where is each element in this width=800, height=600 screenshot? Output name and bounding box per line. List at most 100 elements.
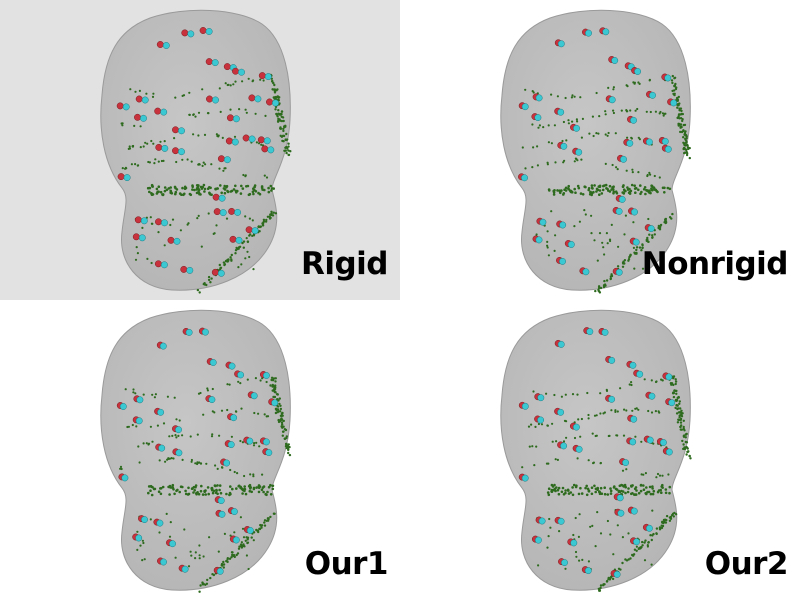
contour-point <box>609 489 613 493</box>
contour-point <box>267 190 271 194</box>
contour-point <box>602 584 605 587</box>
contour-point <box>165 188 169 192</box>
contour-point <box>672 92 675 96</box>
contour-point <box>628 255 631 259</box>
contour-point <box>554 458 557 461</box>
cyan-marker-icon <box>521 474 529 482</box>
contour-point <box>229 468 232 472</box>
cyan-marker-icon <box>227 441 235 449</box>
contour-point <box>157 185 161 188</box>
contour-point <box>617 490 621 493</box>
contour-point <box>573 160 576 163</box>
contour-point <box>276 405 280 408</box>
cyan-marker-icon <box>560 442 568 450</box>
contour-point <box>602 184 605 188</box>
cyan-marker-icon <box>162 42 170 49</box>
contour-point <box>191 185 194 188</box>
contour-point <box>660 526 664 530</box>
contour-point <box>190 458 193 462</box>
contour-point <box>141 559 144 562</box>
cyan-marker-icon <box>262 438 270 446</box>
contour-point <box>211 573 214 576</box>
contour-point <box>661 379 664 382</box>
cyan-marker-icon <box>173 237 181 245</box>
contour-point <box>521 466 524 469</box>
contour-point <box>624 491 627 495</box>
red-marker-icon <box>135 95 143 103</box>
contour-point <box>119 465 123 468</box>
contour-point <box>591 432 594 435</box>
contour-point <box>216 484 219 487</box>
cyan-marker-icon <box>616 494 624 502</box>
contour-point <box>546 161 549 164</box>
contour-point <box>142 145 145 148</box>
contour-point <box>641 540 644 544</box>
contour-point <box>677 123 680 126</box>
contour-point <box>645 264 648 268</box>
contour-point <box>632 554 635 557</box>
contour-point <box>640 545 643 549</box>
contour-point <box>255 141 258 144</box>
contour-point <box>173 492 176 496</box>
contour-point <box>652 442 655 445</box>
cyan-marker-icon <box>584 567 592 575</box>
contour-point <box>200 484 203 488</box>
contour-point <box>181 94 184 97</box>
contour-point <box>242 536 246 539</box>
cyan-marker-icon <box>521 402 529 410</box>
contour-point <box>587 187 591 190</box>
red-marker-icon <box>181 29 189 37</box>
contour-point <box>579 486 582 490</box>
contour-point <box>168 457 171 460</box>
contour-point <box>244 539 247 542</box>
contour-point <box>186 223 189 226</box>
contour-point <box>263 524 267 527</box>
contour-point <box>121 167 124 170</box>
contour-point <box>680 428 683 431</box>
contour-point <box>270 189 273 192</box>
contour-point <box>664 221 668 224</box>
contour-point <box>289 150 292 153</box>
contour-point <box>138 461 141 464</box>
contour-point <box>646 490 649 494</box>
contour-point <box>564 186 568 190</box>
contour-point <box>283 149 286 152</box>
contour-point <box>241 492 244 495</box>
contour-point <box>249 487 252 490</box>
contour-point <box>552 193 556 196</box>
cyan-marker-icon <box>664 74 672 82</box>
contour-point <box>547 141 550 144</box>
contour-point <box>528 445 531 448</box>
cyan-marker-icon <box>570 539 578 547</box>
cyan-marker-icon <box>223 459 231 467</box>
contour-point <box>277 418 280 422</box>
red-marker-icon <box>205 58 213 66</box>
contour-point <box>654 110 657 113</box>
contour-point <box>231 551 234 554</box>
contour-point <box>683 429 686 432</box>
cyan-marker-icon <box>219 209 227 217</box>
contour-point <box>169 223 172 227</box>
contour-point <box>531 445 534 448</box>
contour-point <box>273 395 277 399</box>
contour-point <box>614 132 617 135</box>
contour-point <box>168 535 172 538</box>
cyan-marker-icon <box>160 261 168 269</box>
contour-point <box>641 267 645 270</box>
contour-point <box>252 487 256 491</box>
contour-point <box>587 417 590 420</box>
cyan-marker-icon <box>122 103 130 111</box>
contour-point <box>622 262 625 265</box>
contour-point <box>236 552 240 555</box>
contour-point <box>622 434 626 437</box>
contour-point <box>263 521 266 524</box>
tooth-surface <box>500 309 691 591</box>
contour-point <box>624 485 627 489</box>
contour-point <box>567 122 570 125</box>
contour-point <box>626 186 629 189</box>
contour-point <box>673 389 676 392</box>
contour-point <box>573 187 576 191</box>
contour-point <box>677 113 681 116</box>
contour-point <box>206 486 210 489</box>
contour-point <box>152 92 155 95</box>
